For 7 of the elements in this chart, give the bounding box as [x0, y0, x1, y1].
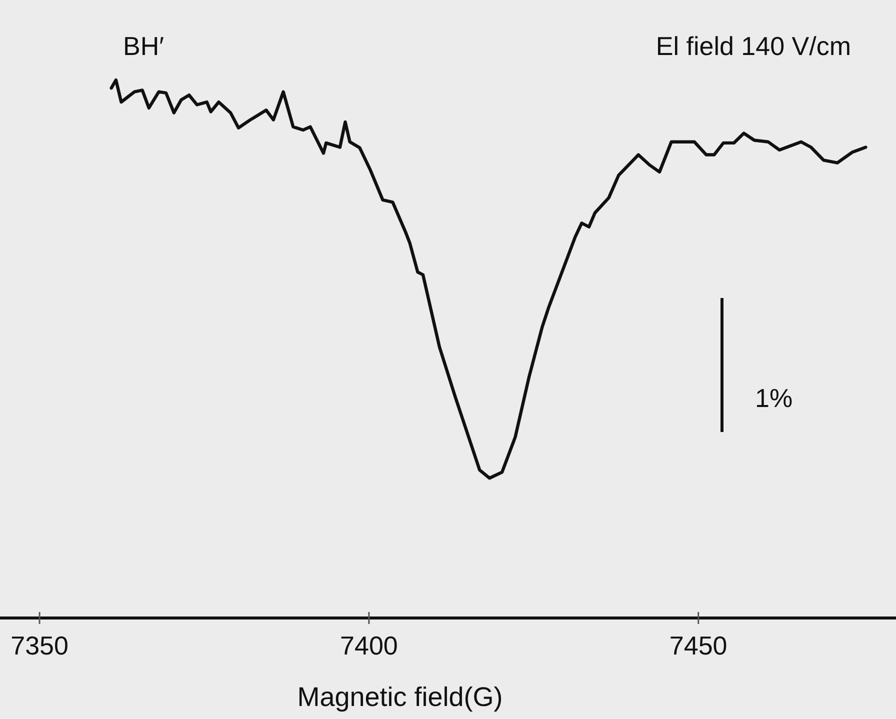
x-axis-title: Magnetic field(G) — [297, 682, 503, 712]
text: El field 140 V/cm — [656, 31, 851, 61]
text: BH′ — [123, 31, 164, 61]
x-tick-label: 7400 — [340, 630, 398, 660]
x-tick-label: 7450 — [669, 630, 728, 660]
annotation: 1% — [755, 383, 793, 413]
x-tick-label: 7350 — [10, 630, 68, 660]
